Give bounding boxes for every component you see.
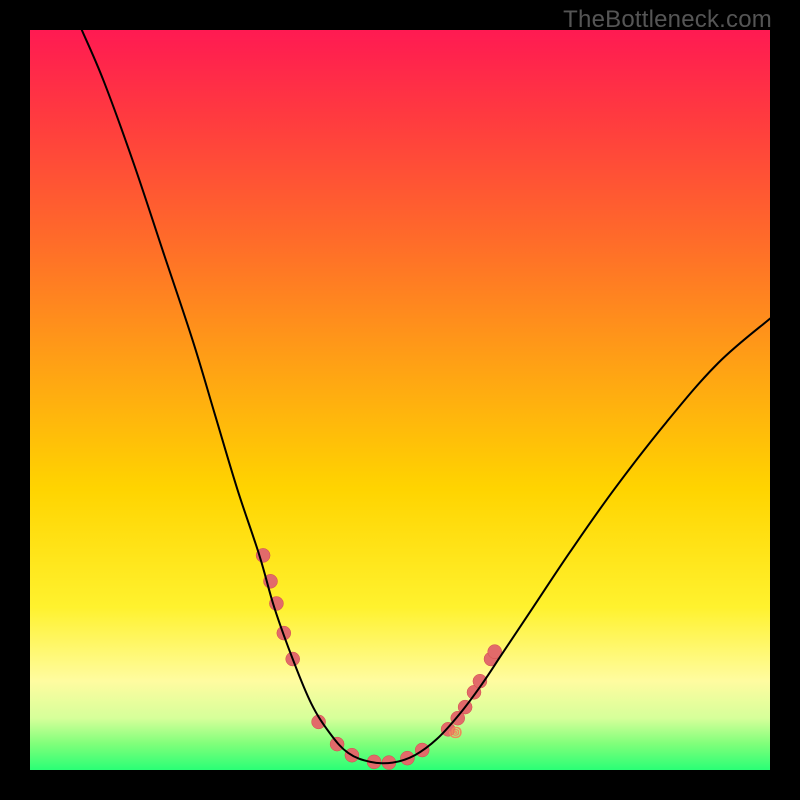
minmark-group: ꩜	[449, 724, 462, 740]
watermark-text: TheBottleneck.com	[563, 6, 772, 34]
chart-svg: ꩜	[0, 0, 800, 800]
chart-stage: ꩜ TheBottleneck.com	[0, 0, 800, 800]
near-minimum-glyph: ꩜	[449, 724, 462, 740]
bottleneck-curve	[82, 30, 770, 763]
